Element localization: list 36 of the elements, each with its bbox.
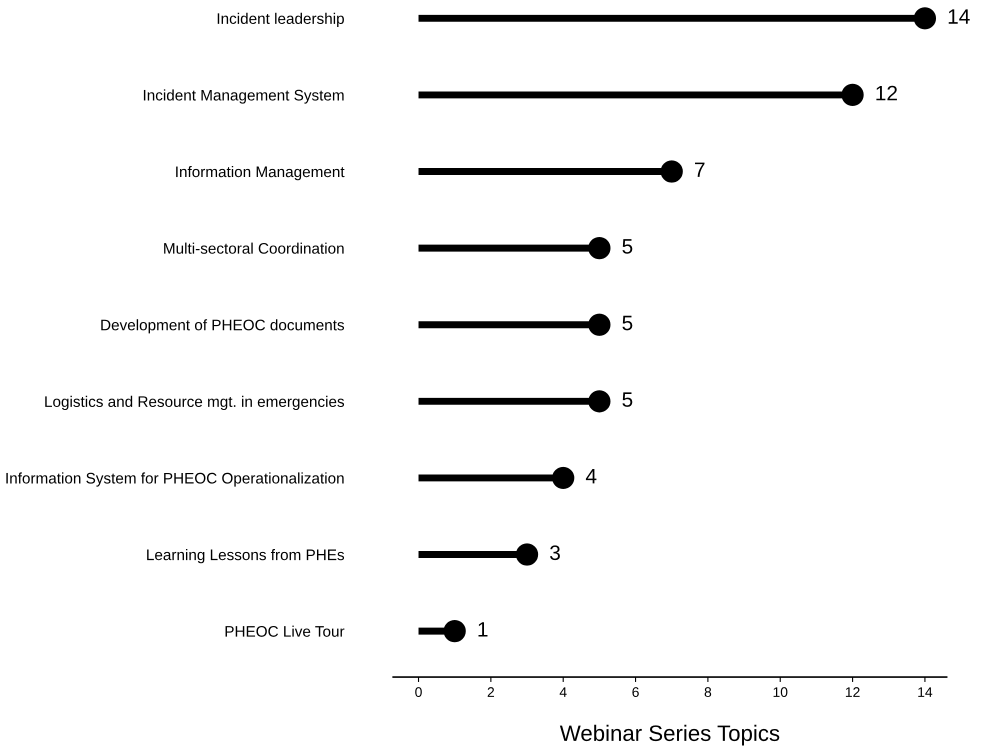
y-tick-label: Logistics and Resource mgt. in emergencies: [45, 396, 344, 410]
point: [588, 237, 610, 260]
x-tick-label: 14: [918, 687, 932, 697]
y-tick-label: PHEOC Live Tour: [226, 626, 344, 637]
y-tick-label: Multi-sectoral Coordination: [164, 242, 344, 254]
x-tick-label: 12: [846, 687, 860, 697]
x-tick-label: 4: [560, 687, 567, 697]
x-tick-label: 0: [415, 687, 422, 698]
x-tick-label: 10: [774, 687, 788, 698]
point: [444, 620, 466, 642]
point: [660, 160, 683, 183]
data-label: 4: [586, 468, 596, 484]
point: [841, 84, 864, 106]
data-label: 5: [622, 316, 632, 330]
data-label: 12: [876, 86, 897, 100]
data-label: 7: [695, 162, 704, 177]
y-tick-label: Incident leadership: [218, 12, 344, 28]
data-label: 5: [622, 239, 632, 254]
point: [914, 7, 936, 30]
point: [552, 466, 574, 490]
x-tick-label: 8: [704, 687, 712, 698]
data-label: 5: [622, 392, 632, 407]
y-tick-label: Information System for PHEOC Operationalization: [6, 472, 344, 487]
data-label: 3: [550, 545, 560, 560]
point: [588, 390, 610, 412]
y-tick-label: Learning Lessons from PHEs: [147, 548, 344, 564]
y-tick-label: Development of PHEOC documents: [101, 319, 344, 334]
x-tick-label: 2: [488, 687, 494, 697]
data-label: 1: [478, 622, 488, 637]
point: [516, 543, 538, 566]
y-tick-label: Incident Management System: [144, 89, 344, 104]
x-tick-label: 6: [632, 687, 639, 698]
y-tick-label: Information Management: [176, 166, 344, 180]
x-axis-title: Webinar Series Topics: [560, 724, 780, 746]
data-label: 14: [948, 9, 970, 24]
point: [588, 314, 610, 336]
